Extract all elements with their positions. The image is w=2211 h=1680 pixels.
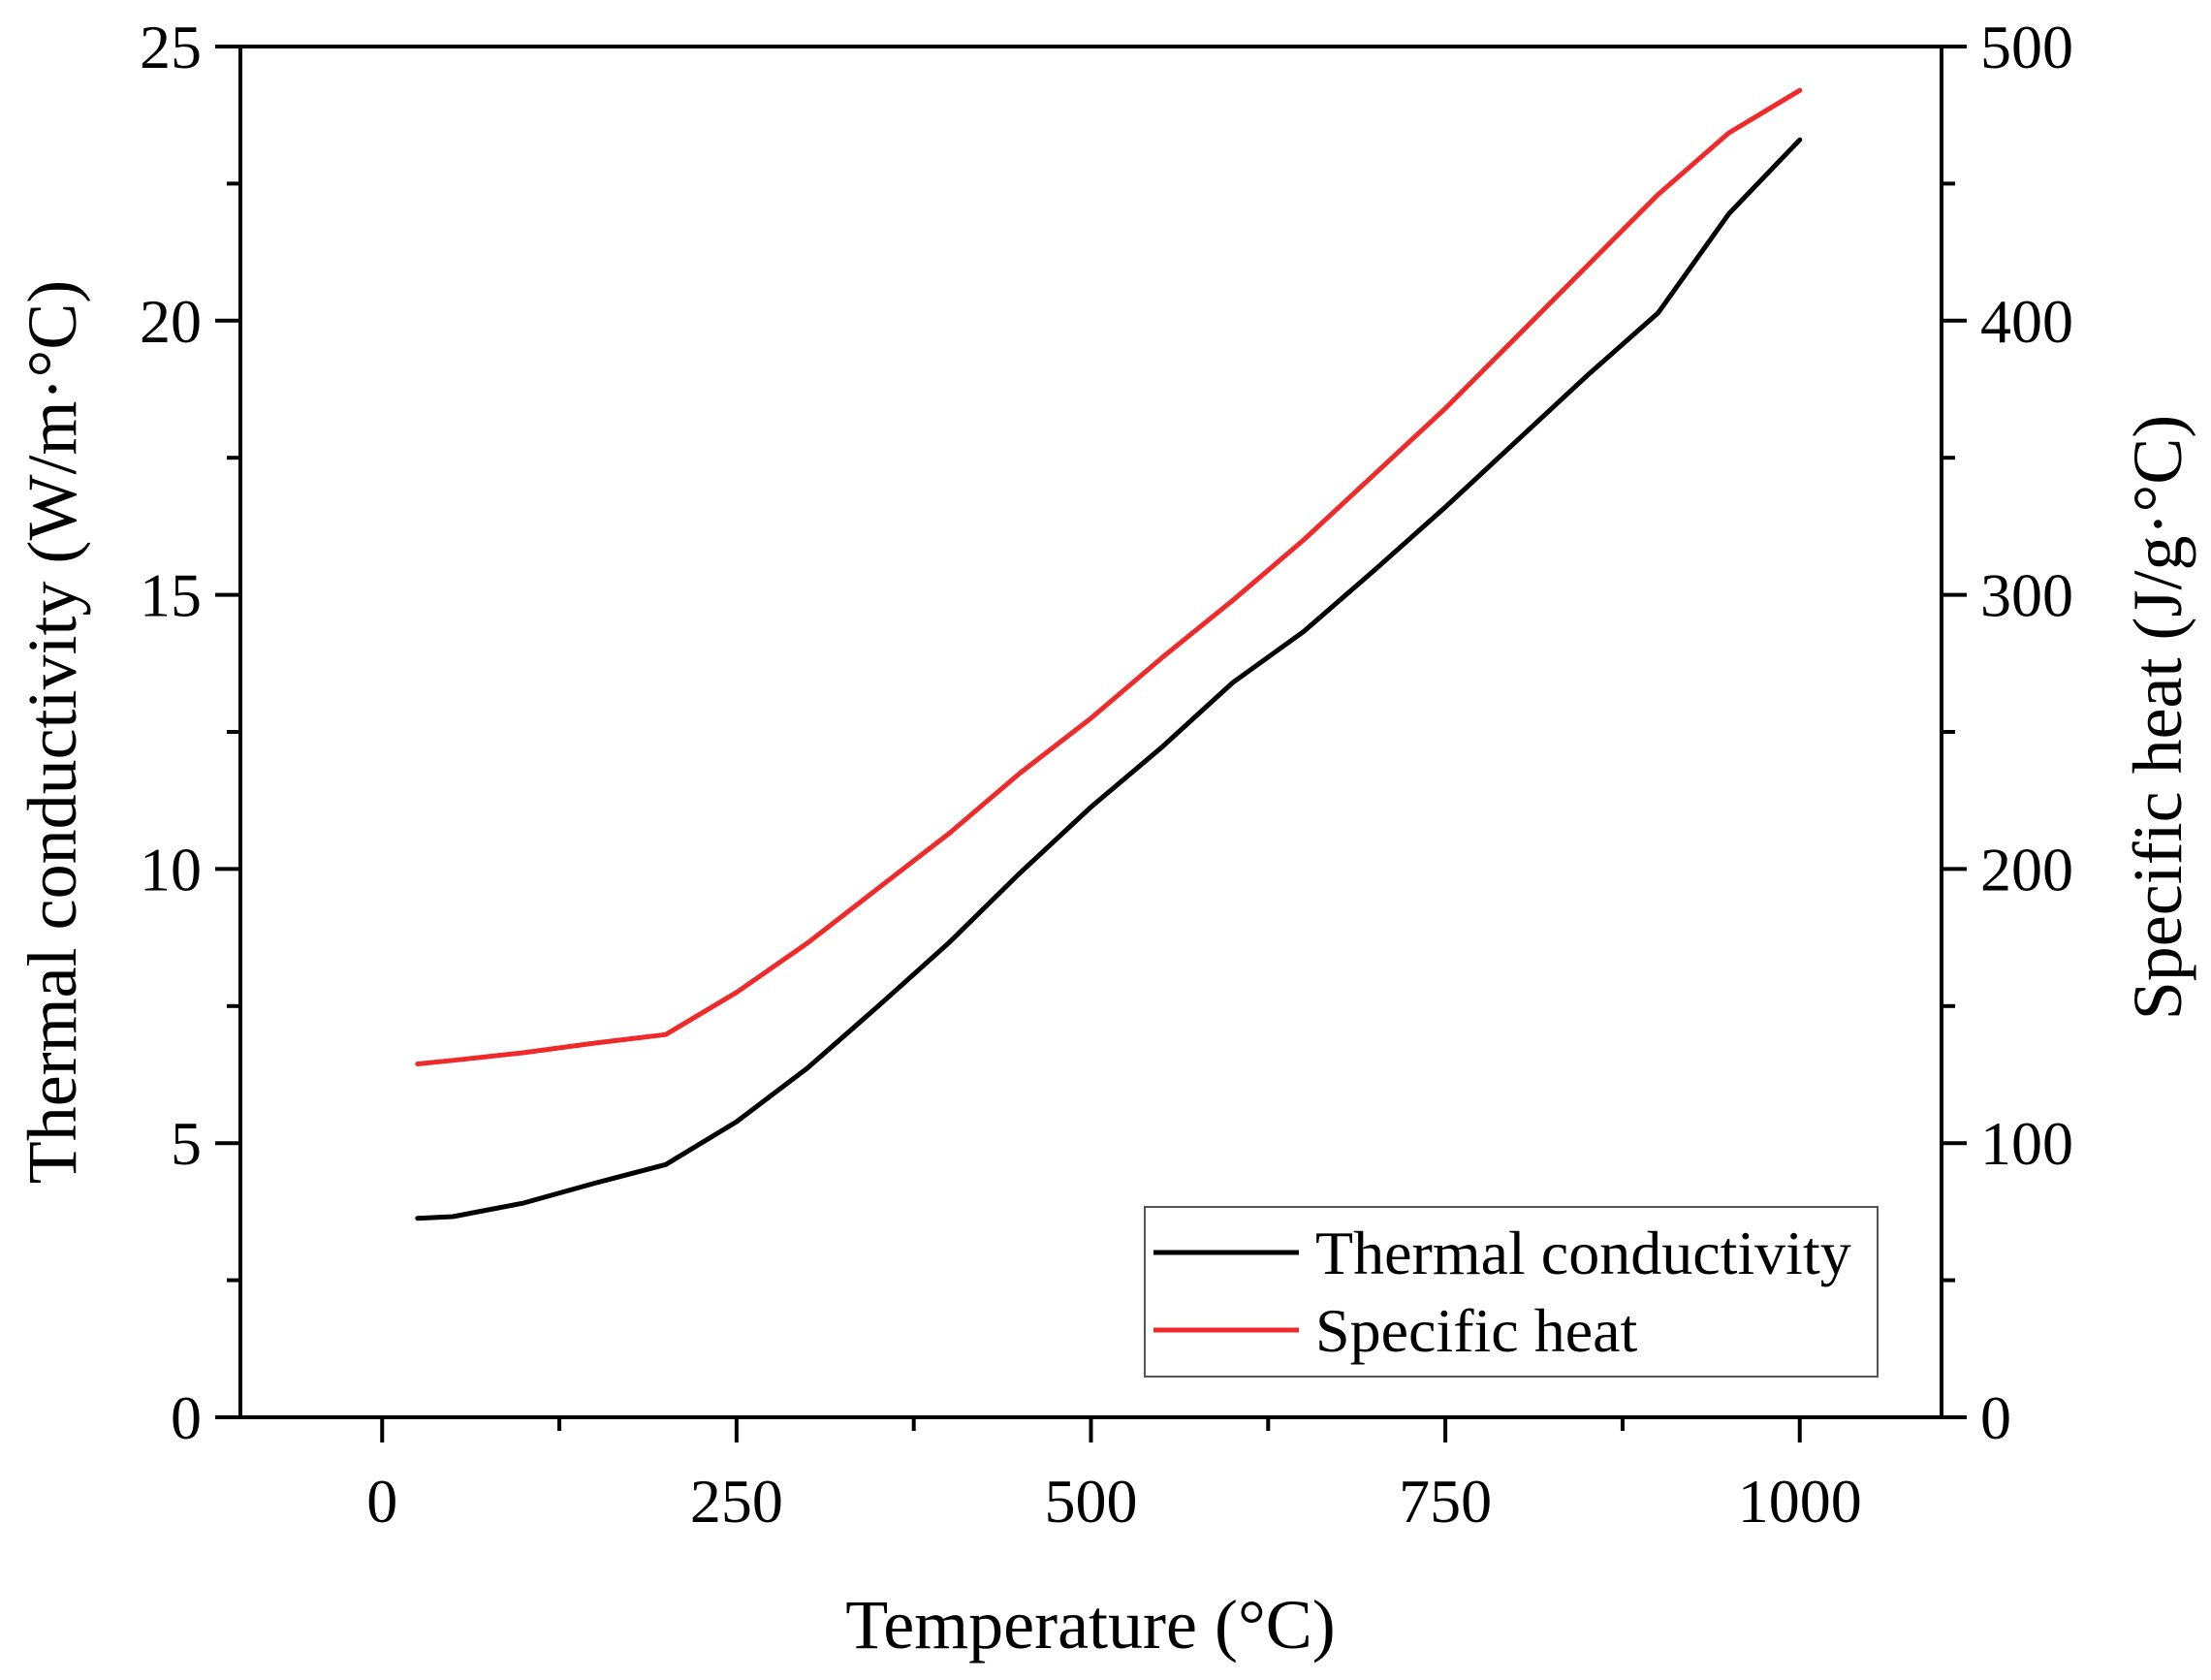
left-tick-label: 25 xyxy=(140,13,202,81)
bottom-tick-label: 500 xyxy=(1045,1467,1138,1536)
bottom-tick-label: 1000 xyxy=(1738,1467,1862,1536)
left-tick-label: 0 xyxy=(171,1383,202,1452)
legend-label-thermal-conductivity: Thermal conductivity xyxy=(1315,1219,1851,1287)
right-tick-label: 200 xyxy=(1980,835,2073,903)
bottom-axis: 0 250 500 750 1000 xyxy=(366,1417,1862,1536)
left-axis-title: Thermal conductivity (W/m·°C) xyxy=(14,280,91,1185)
right-tick-label: 500 xyxy=(1980,13,2073,81)
bottom-tick-label: 250 xyxy=(690,1467,783,1536)
left-tick-label: 5 xyxy=(171,1109,202,1178)
series-line-thermal-conductivity xyxy=(415,137,1803,1221)
right-tick-label: 0 xyxy=(1980,1383,2011,1452)
series-layer xyxy=(415,87,1803,1221)
bottom-tick-label: 750 xyxy=(1399,1467,1492,1536)
right-tick-label: 400 xyxy=(1980,287,2073,356)
right-tick-label: 100 xyxy=(1980,1109,2073,1178)
series-line-specific-heat xyxy=(415,87,1803,1066)
x-axis-title: Temperature (°C) xyxy=(845,1586,1336,1664)
right-axis-title: Specific heat (J/g·°C) xyxy=(2119,415,2196,1021)
right-axis: 0 100 200 300 400 500 xyxy=(1942,13,2073,1452)
left-tick-label: 10 xyxy=(140,835,202,903)
left-axis: 0 5 10 15 20 25 xyxy=(140,13,240,1452)
left-tick-label: 15 xyxy=(140,561,202,630)
legend-box xyxy=(1144,1206,1879,1378)
legend: Thermal conductivity Specific heat xyxy=(1144,1206,1879,1378)
right-tick-label: 300 xyxy=(1980,561,2073,630)
legend-label-specific-heat: Specific heat xyxy=(1315,1296,1638,1365)
left-tick-label: 20 xyxy=(140,287,202,356)
bottom-tick-label: 0 xyxy=(366,1467,397,1536)
